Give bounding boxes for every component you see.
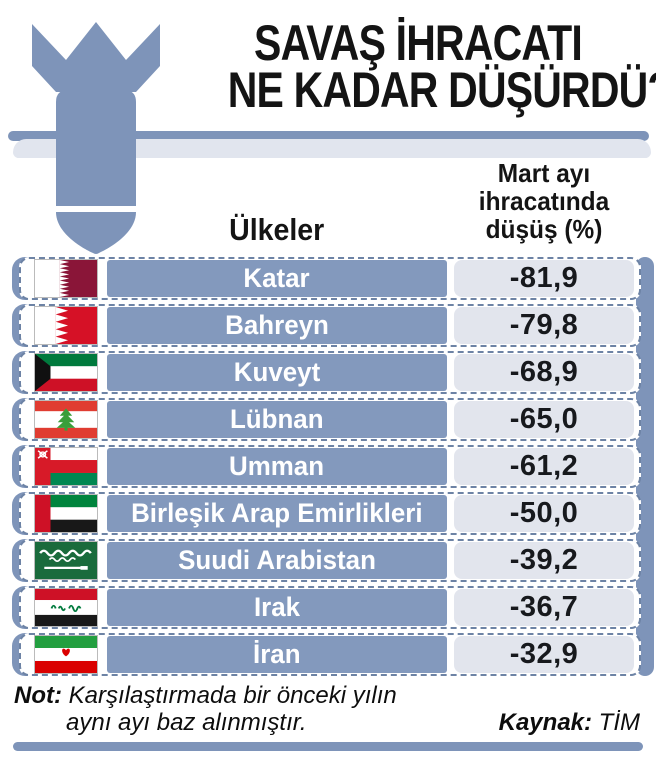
country-name: Kuveyt: [233, 357, 321, 387]
row-card: Bahreyn -79,8: [19, 304, 641, 347]
value-cell: -68,9: [454, 354, 634, 391]
bahrain-flag-icon: [34, 306, 98, 345]
value: -68,9: [509, 356, 579, 388]
qatar-flag-icon: [34, 259, 98, 298]
panel-top-lip: [13, 139, 651, 158]
row-card: Kuveyt -68,9: [19, 351, 641, 394]
table-row: Lübnan -65,0: [12, 398, 641, 441]
column-header-countries: Ülkeler: [127, 212, 427, 248]
country-name: İran: [253, 639, 301, 669]
country-name: Bahreyn: [225, 310, 329, 340]
country-name-bar: İran: [107, 636, 447, 673]
bomb-icon: [32, 22, 160, 254]
panel-top-bar: [8, 131, 649, 141]
row-card: Umman -61,2: [19, 445, 641, 488]
country-name-bar: Kuveyt: [107, 354, 447, 391]
row-card: Birleşik Arap Emirlikleri -50,0: [19, 492, 641, 535]
footnote: Not: Karşılaştırmada bir önceki yılın ay…: [14, 682, 494, 736]
value: -61,2: [509, 450, 579, 482]
uae-flag-icon: [34, 494, 98, 533]
title-line-1: SAVAŞ İHRACATI: [254, 15, 583, 71]
country-name-bar: Bahreyn: [107, 307, 447, 344]
source-credit: Kaynak: TİM: [499, 709, 640, 737]
value: -50,0: [509, 497, 579, 529]
country-name: Umman: [229, 451, 325, 481]
value: -36,7: [509, 591, 579, 623]
value: -65,0: [509, 403, 579, 435]
footnote-text-2: aynı ayı baz alınmıştır.: [66, 709, 307, 736]
table-row: Bahreyn -79,8: [12, 304, 641, 347]
footnote-label: Not:: [14, 682, 62, 709]
kuwait-flag-icon: [34, 353, 98, 392]
oman-flag-icon: [34, 447, 98, 486]
row-card: Katar -81,9: [19, 257, 641, 300]
value-header-line-2: ihracatında: [478, 186, 610, 216]
value: -32,9: [509, 638, 579, 670]
table-row: Umman -61,2: [12, 445, 641, 488]
title-line-2: NE KADAR DÜŞÜRDÜ?: [227, 62, 656, 118]
table-row: Suudi Arabistan -39,2: [12, 539, 641, 582]
country-name-bar: Katar: [107, 260, 447, 297]
iran-flag-icon: [34, 635, 98, 674]
row-card: İran -32,9: [19, 633, 641, 676]
value: -79,8: [509, 309, 579, 341]
country-name-bar: Birleşik Arap Emirlikleri: [107, 495, 447, 532]
value-cell: -32,9: [454, 636, 634, 673]
country-name-bar: Lübnan: [107, 401, 447, 438]
iraq-flag-icon: [34, 588, 98, 627]
lebanon-flag-icon: [34, 400, 98, 439]
value: -81,9: [509, 262, 579, 294]
value-cell: -39,2: [454, 542, 634, 579]
table-row: Birleşik Arap Emirlikleri -50,0: [12, 492, 641, 535]
value-cell: -50,0: [454, 495, 634, 532]
page-title: SAVAŞ İHRACATI NE KADAR DÜŞÜRDÜ?: [186, 15, 656, 118]
value-header-line-3: düşüş (%): [485, 214, 603, 244]
country-name: Katar: [243, 263, 311, 293]
value-cell: -81,9: [454, 260, 634, 297]
country-table: Katar -81,9 Bahreyn -79,8: [12, 257, 641, 680]
row-card: Lübnan -65,0: [19, 398, 641, 441]
country-name: Suudi Arabistan: [178, 545, 376, 575]
bottom-bar: [13, 742, 643, 751]
table-row: Irak -36,7: [12, 586, 641, 629]
country-name: Birleşik Arap Emirlikleri: [131, 498, 423, 528]
saudi-flag-icon: [34, 541, 98, 580]
source-label: Kaynak:: [498, 709, 592, 736]
country-name: Irak: [253, 592, 301, 622]
value-header-line-1: Mart ayı: [497, 158, 591, 188]
footnote-text-1: Karşılaştırmada bir önceki yılın: [61, 682, 397, 709]
source-value: TİM: [592, 709, 640, 736]
value-cell: -79,8: [454, 307, 634, 344]
country-name-bar: Suudi Arabistan: [107, 542, 447, 579]
table-row: Kuveyt -68,9: [12, 351, 641, 394]
value: -39,2: [509, 544, 579, 576]
table-row: Katar -81,9: [12, 257, 641, 300]
table-row: İran -32,9: [12, 633, 641, 676]
row-card: Suudi Arabistan -39,2: [19, 539, 641, 582]
country-name-bar: Irak: [107, 589, 447, 626]
country-name: Lübnan: [230, 404, 324, 434]
column-header-countries-label: Ülkeler: [229, 212, 325, 247]
value-cell: -61,2: [454, 448, 634, 485]
column-header-value: Mart ayı ihracatında düşüş (%): [449, 159, 639, 243]
row-card: Irak -36,7: [19, 586, 641, 629]
country-name-bar: Umman: [107, 448, 447, 485]
value-cell: -65,0: [454, 401, 634, 438]
value-cell: -36,7: [454, 589, 634, 626]
